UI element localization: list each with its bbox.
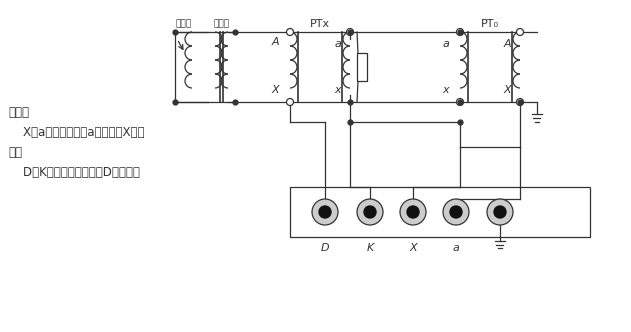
Text: K: K <box>367 243 374 253</box>
Text: X: X <box>409 243 417 253</box>
Circle shape <box>312 199 338 225</box>
Text: x: x <box>442 85 449 95</box>
Text: 端。: 端。 <box>8 145 22 158</box>
Text: a: a <box>452 243 459 253</box>
Circle shape <box>319 206 331 218</box>
Text: x: x <box>334 85 341 95</box>
Circle shape <box>357 199 383 225</box>
Circle shape <box>364 206 376 218</box>
Text: X: X <box>271 85 279 95</box>
Text: a: a <box>334 39 341 49</box>
Text: 其中：: 其中： <box>8 106 29 119</box>
Circle shape <box>286 29 293 36</box>
Circle shape <box>494 206 506 218</box>
Text: A: A <box>504 39 511 49</box>
Circle shape <box>517 99 524 106</box>
Circle shape <box>407 206 419 218</box>
Text: a: a <box>442 39 449 49</box>
Text: 调压器: 调压器 <box>175 20 192 29</box>
Text: X: X <box>504 85 511 95</box>
Text: PT₀: PT₀ <box>481 19 499 29</box>
Text: PTx: PTx <box>310 19 330 29</box>
Text: A: A <box>271 37 279 47</box>
Circle shape <box>450 206 462 218</box>
Circle shape <box>443 199 469 225</box>
Circle shape <box>487 199 513 225</box>
Circle shape <box>286 99 293 106</box>
Circle shape <box>456 29 464 36</box>
Text: D、K为差压信号，其中D为低端。: D、K为差压信号，其中D为低端。 <box>8 165 140 179</box>
Circle shape <box>346 29 353 36</box>
Bar <box>357 53 367 81</box>
Circle shape <box>517 29 524 36</box>
Bar <box>290 187 590 237</box>
Text: X、a为工作电压，a为高端，X为低: X、a为工作电压，a为高端，X为低 <box>8 125 144 138</box>
Circle shape <box>400 199 426 225</box>
Text: D: D <box>321 243 329 253</box>
Circle shape <box>456 99 464 106</box>
Text: 升压器: 升压器 <box>213 20 230 29</box>
